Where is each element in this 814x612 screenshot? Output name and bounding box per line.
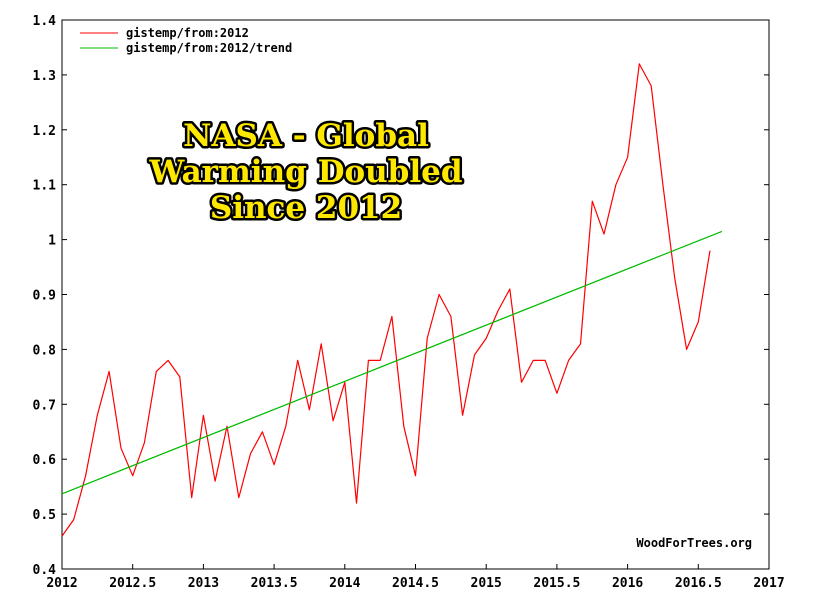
y-tick-label: 1	[48, 234, 56, 249]
y-tick-label: 1.4	[33, 14, 57, 29]
x-tick-label: 2016.5	[675, 576, 722, 591]
x-tick-label: 2015	[471, 576, 502, 591]
plot-frame	[61, 19, 770, 570]
headline-annotation: NASA - Global Warming Doubled Since 2012	[146, 116, 465, 229]
x-tick-label: 2017	[753, 576, 784, 591]
x-tick-label: 2012.5	[109, 576, 156, 591]
y-tick-label: 0.4	[33, 563, 57, 578]
series-line-gistemp	[61, 63, 711, 537]
x-tick-label: 2013	[188, 576, 219, 591]
y-tick-label: 1.1	[33, 179, 57, 194]
y-tick-label: 0.9	[33, 289, 56, 304]
x-tick-label: 2014	[329, 576, 360, 591]
headline-line-1: NASA - Global	[183, 118, 429, 154]
legend-label-gistemp: gistemp/from:2012	[126, 26, 249, 40]
x-tick-label: 2016	[612, 576, 643, 591]
legend-label-trend: gistemp/from:2012/trend	[126, 41, 292, 55]
series-line-trend	[61, 230, 723, 495]
headline-line-2: Warming Doubled	[148, 154, 462, 190]
y-tick-label: 1.3	[33, 69, 56, 84]
y-tick-label: 0.8	[33, 343, 57, 358]
headline-line-3: Since 2012	[210, 190, 402, 226]
x-axis: 2012 2012.5 2013 2013.5 2014 2014.5 2015 2015.5…	[46, 564, 785, 591]
x-tick-label: 2014.5	[392, 576, 439, 591]
x-tick-label: 2013.5	[251, 576, 298, 591]
series-layer	[61, 63, 723, 537]
y-tick-label: 0.7	[33, 398, 56, 413]
y-tick-label: 0.5	[33, 508, 56, 523]
y-tick-label: 1.2	[33, 124, 56, 139]
y-axis: 0.4 0.5 0.6 0.7 0.8 0.9 1 1.1 1.2 1.3 1.4	[33, 14, 769, 578]
x-tick-label: 2015.5	[533, 576, 580, 591]
watermark: WoodForTrees.org	[636, 536, 752, 550]
legend: gistemp/from:2012 gistemp/from:2012/tren…	[80, 26, 292, 55]
x-tick-label: 2012	[46, 576, 77, 591]
y-tick-label: 0.6	[33, 453, 57, 468]
